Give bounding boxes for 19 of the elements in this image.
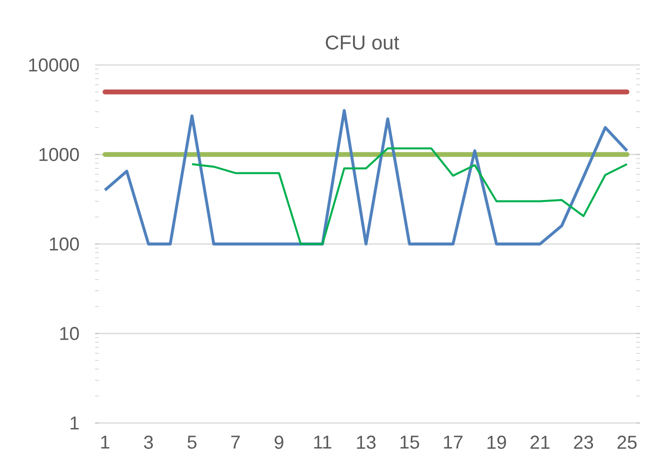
x-tick-label: 23: [574, 436, 594, 449]
x-tick-label: 5: [188, 436, 196, 449]
y-tick-label: 1000: [40, 148, 79, 162]
x-tick-label: 13: [357, 436, 376, 449]
x-tick-label: 17: [444, 436, 462, 449]
y-tick-label: 10: [60, 326, 79, 340]
chart-title: CFU out: [326, 35, 400, 50]
x-tick-label: 21: [530, 436, 550, 449]
x-tick-label: 19: [488, 436, 506, 449]
x-tick-label: 9: [274, 436, 284, 449]
x-tick-label: 11: [314, 436, 332, 449]
y-tick-label: 1: [70, 416, 79, 430]
x-tick-label: 25: [618, 436, 637, 449]
x-tick-label: 15: [400, 436, 420, 449]
y-tick-label: 100: [50, 237, 79, 251]
x-tick-label: 3: [144, 436, 153, 449]
x-tick-label: 1: [101, 436, 110, 449]
y-tick-label: 10000: [29, 58, 79, 72]
x-tick-label: 7: [231, 436, 240, 449]
